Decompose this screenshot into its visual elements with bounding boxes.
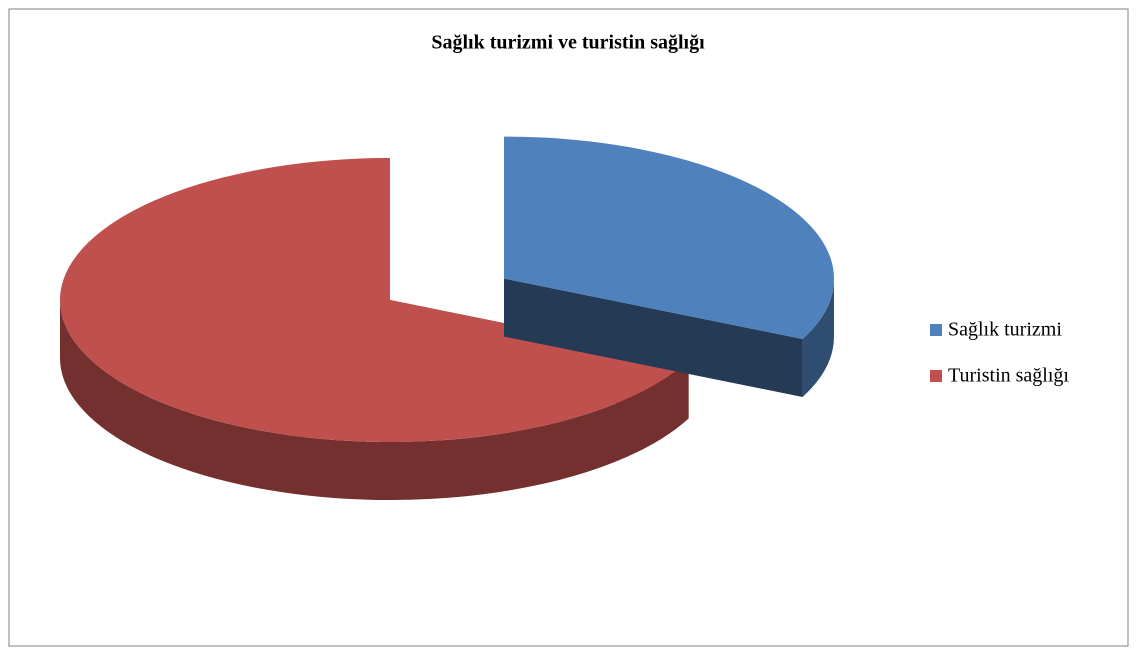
chart-title: Sağlık turizmi ve turistin sağlığı: [431, 32, 705, 54]
legend-label: Sağlık turizmi: [948, 319, 1062, 341]
legend-label: Turistin sağlığı: [948, 365, 1069, 387]
slice-top: [60, 158, 689, 442]
slice-side: [60, 300, 689, 500]
pie-slice: [503, 136, 834, 398]
slice-wall: [503, 278, 803, 398]
slice-side: [802, 278, 834, 398]
slice-top: [503, 136, 834, 340]
pie-slice: [60, 158, 689, 500]
legend-swatch: [930, 370, 942, 382]
legend-swatch: [930, 324, 942, 336]
